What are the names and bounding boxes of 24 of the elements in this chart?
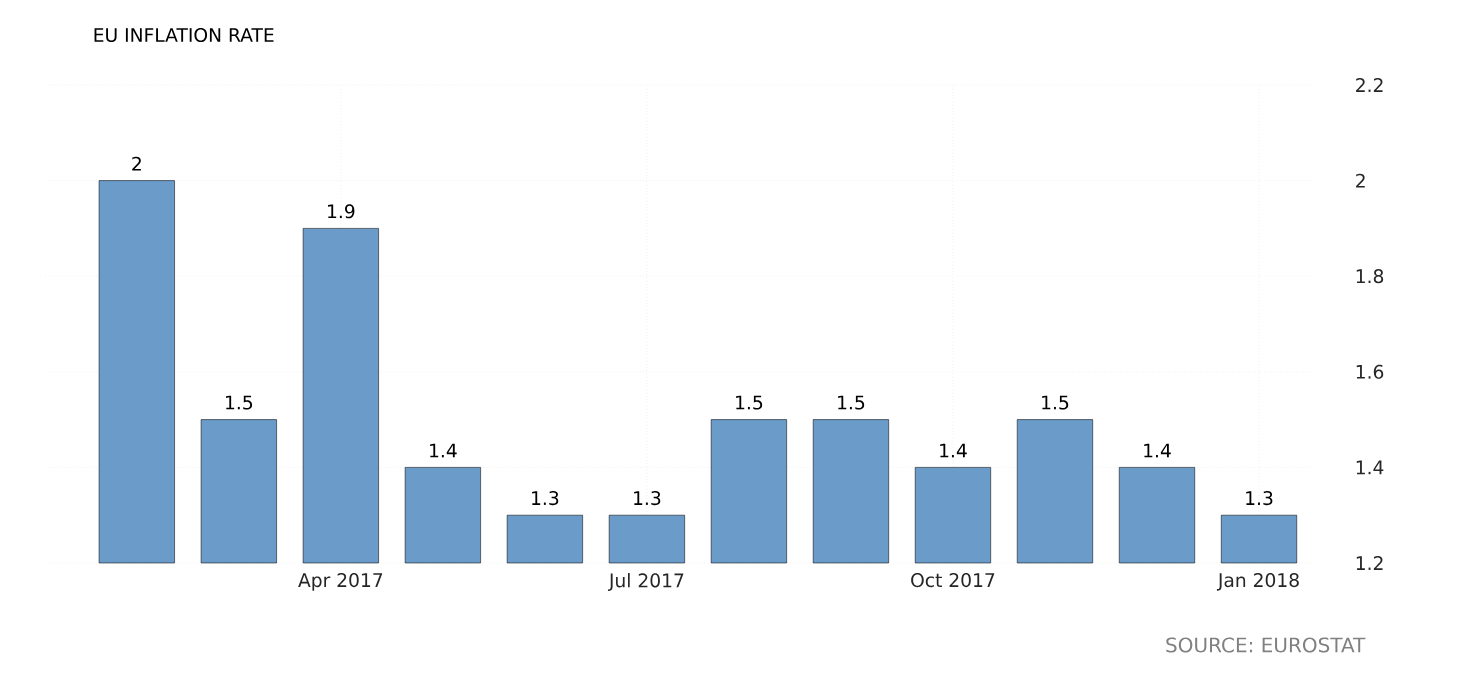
chart-title: EU INFLATION RATE bbox=[94, 27, 274, 43]
x-tick-label: Apr 2017 bbox=[298, 573, 383, 591]
data-label: 1.4 bbox=[940, 443, 967, 458]
data-label: 1.3 bbox=[634, 491, 661, 506]
x-tick-label: Oct 2017 bbox=[911, 573, 995, 588]
data-label: 1.9 bbox=[328, 204, 355, 219]
y-tick-label: 1.4 bbox=[1356, 460, 1384, 475]
data-label: 2 bbox=[132, 156, 141, 171]
y-tick-label: 2 bbox=[1356, 173, 1365, 188]
y-tick-label: 1.6 bbox=[1356, 364, 1384, 379]
x-tick-label: Jul 2017 bbox=[607, 573, 684, 591]
data-label: 1.5 bbox=[838, 395, 865, 410]
y-tick-label: 1.2 bbox=[1356, 556, 1383, 570]
data-label: 1.5 bbox=[1042, 395, 1069, 410]
x-tick-label: Jan 2018 bbox=[1216, 573, 1299, 591]
data-label: 1.3 bbox=[1246, 491, 1273, 506]
data-label: 1.4 bbox=[1144, 443, 1171, 458]
data-label: 1.3 bbox=[532, 491, 559, 506]
data-label: 1.4 bbox=[430, 443, 457, 458]
y-tick-label: 1.8 bbox=[1356, 269, 1384, 284]
source-note: SOURCE: EUROSTAT bbox=[1166, 637, 1366, 653]
data-label: 1.5 bbox=[736, 395, 763, 410]
y-tick-label: 2.2 bbox=[1356, 78, 1383, 92]
data-label: 1.5 bbox=[226, 395, 253, 410]
